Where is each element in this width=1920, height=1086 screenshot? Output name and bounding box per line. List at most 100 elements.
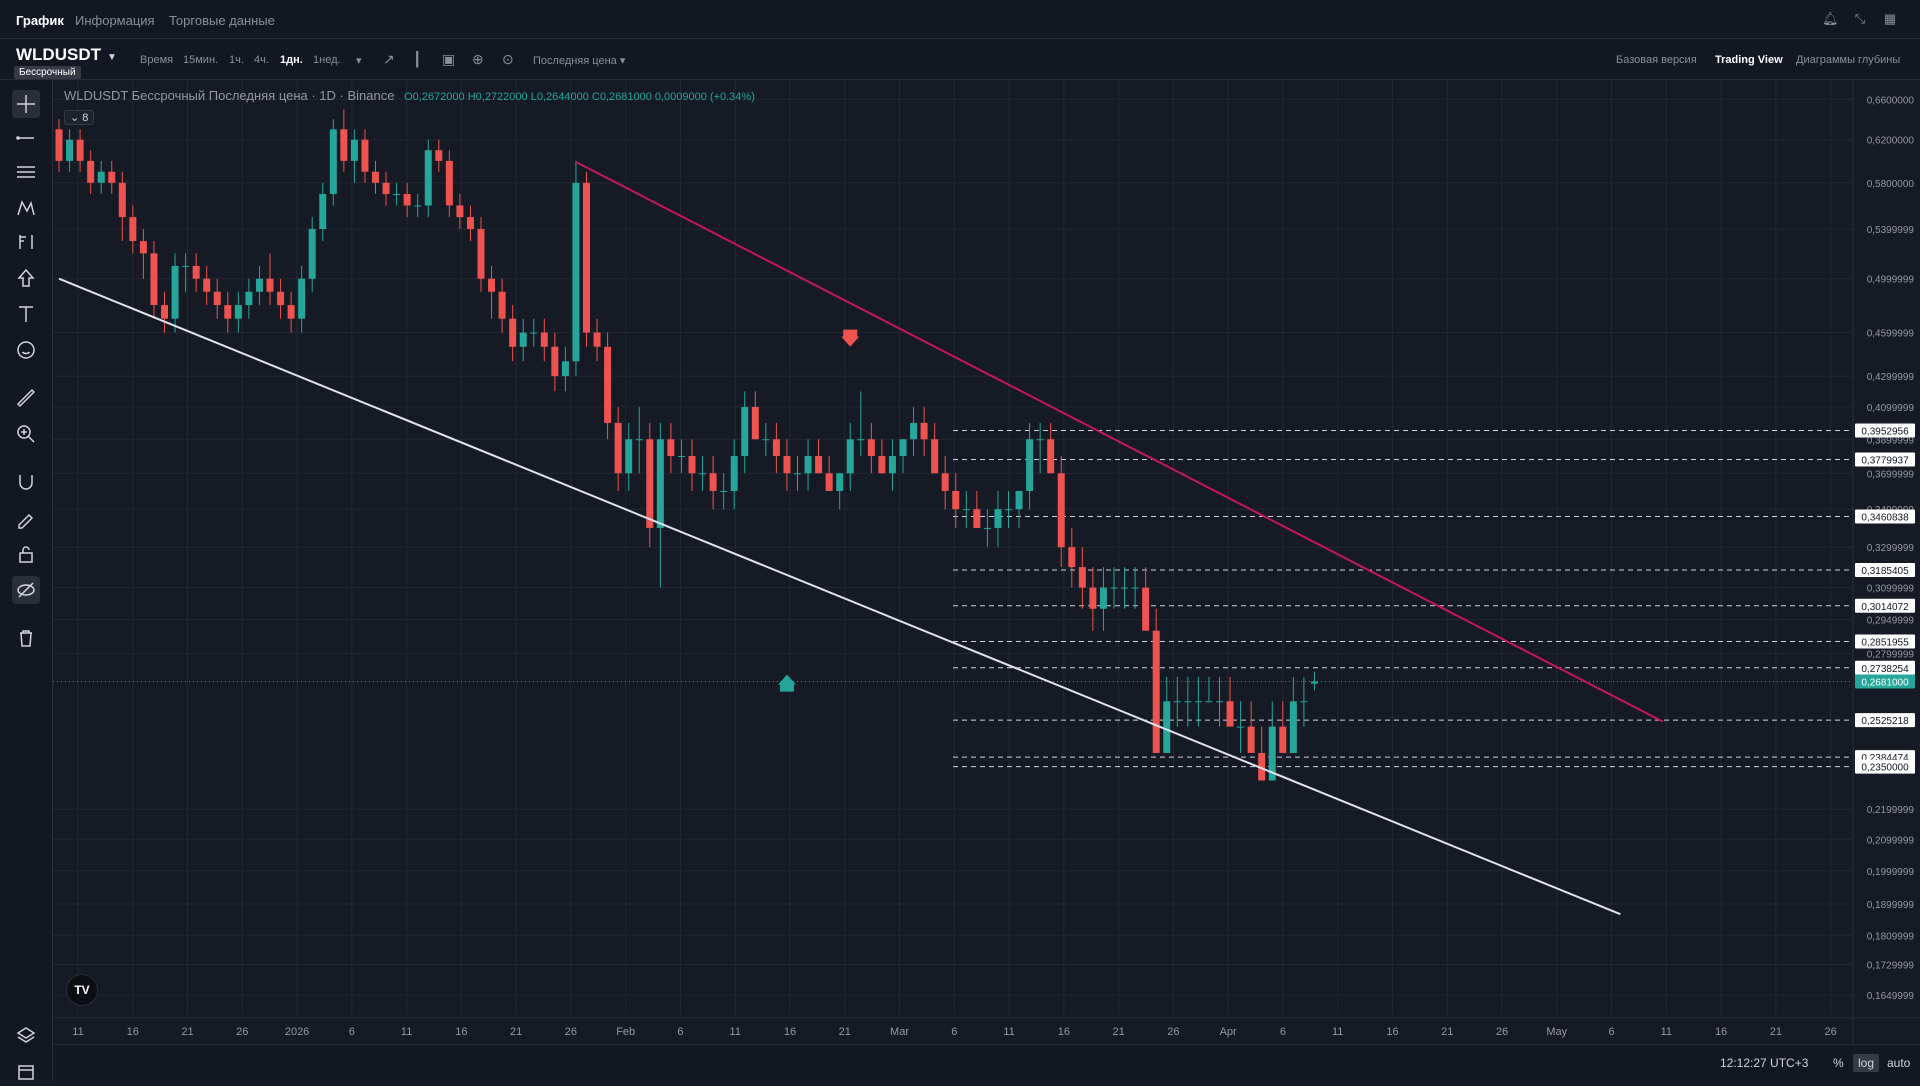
lock-icon[interactable] bbox=[12, 540, 40, 568]
candle-up bbox=[171, 265, 179, 319]
candle-down bbox=[108, 171, 116, 183]
interval-4h[interactable]: 4ч. bbox=[254, 54, 269, 66]
candle-down bbox=[203, 278, 211, 292]
interval-15m[interactable]: 15мин. bbox=[183, 54, 219, 66]
camera-icon[interactable]: ▣ bbox=[442, 51, 456, 67]
candle-up bbox=[656, 439, 664, 528]
lock-drawing-icon[interactable] bbox=[12, 504, 40, 532]
date-range-icon[interactable] bbox=[12, 1058, 40, 1086]
zoom-icon[interactable] bbox=[12, 420, 40, 448]
log-toggle[interactable]: log bbox=[1853, 1054, 1880, 1072]
x-tick-label: 21 bbox=[181, 1026, 193, 1038]
settings-icon[interactable]: ⊙ bbox=[502, 51, 514, 67]
candle-down bbox=[614, 422, 622, 474]
price-chart[interactable]: 11 16 21 26 2026 6 11 16 21 26 Feb 6 11 16 21 Mar 6 11 16 2… bbox=[53, 80, 1920, 1080]
candle-down bbox=[825, 473, 833, 491]
candle-down bbox=[192, 265, 200, 279]
fib-icon[interactable] bbox=[12, 228, 40, 256]
y-tick-label: 0,2799999 bbox=[1867, 649, 1915, 660]
trendline-icon[interactable] bbox=[12, 124, 40, 152]
view-depth[interactable]: Диаграммы глубины bbox=[1796, 54, 1901, 66]
chart-type-icon[interactable]: ┃ bbox=[413, 51, 422, 67]
x-tick-label: 26 bbox=[1824, 1026, 1836, 1038]
y-tick-label: 0,3299999 bbox=[1867, 543, 1915, 554]
indicators-icon[interactable]: ↗ bbox=[383, 51, 395, 67]
tradingview-logo: TV bbox=[66, 974, 98, 1006]
interval-1w[interactable]: 1нед. bbox=[313, 54, 341, 66]
y-tick-label: 0,5800000 bbox=[1867, 179, 1915, 190]
y-tick-label: 0,6600000 bbox=[1867, 95, 1915, 106]
tab-info[interactable]: Информация bbox=[75, 13, 155, 28]
tab-chart[interactable]: График bbox=[16, 13, 64, 28]
x-tick-label: 6 bbox=[1280, 1026, 1286, 1038]
ruler-icon[interactable] bbox=[12, 384, 40, 412]
candle-up bbox=[1131, 587, 1139, 589]
add-icon[interactable]: ⊕ bbox=[472, 51, 484, 67]
arrow-up-icon[interactable] bbox=[12, 264, 40, 292]
price-label-bg bbox=[1855, 634, 1915, 649]
price-label: 0,2384474 bbox=[1861, 753, 1909, 764]
candle-down bbox=[1247, 726, 1255, 753]
x-tick-label: 6 bbox=[349, 1026, 355, 1038]
emoji-icon[interactable] bbox=[12, 336, 40, 364]
sell-arrow-icon bbox=[841, 329, 860, 347]
candle-down bbox=[287, 305, 295, 319]
price-label: 0,3014072 bbox=[1861, 602, 1909, 613]
y-tick-label: 0,5399999 bbox=[1867, 225, 1915, 236]
interval-1h[interactable]: 1ч. bbox=[229, 54, 244, 66]
candle-down bbox=[593, 332, 601, 347]
legend-ohlc: O0,2672000 H0,2722000 L0,2644000 C0,2681… bbox=[404, 91, 755, 103]
candle-up bbox=[1110, 587, 1118, 589]
x-tick-label: 26 bbox=[565, 1026, 577, 1038]
candle-up bbox=[329, 129, 337, 195]
bell-icon[interactable]: 🔔︎ bbox=[1822, 11, 1839, 26]
interval-1d[interactable]: 1дн. bbox=[280, 54, 303, 66]
layers-icon[interactable] bbox=[12, 1022, 40, 1050]
price-label-bg bbox=[1855, 598, 1915, 613]
expand-icon[interactable]: ⤡ bbox=[1854, 11, 1866, 26]
x-tick-label: 21 bbox=[510, 1026, 522, 1038]
hide-drawings-icon[interactable] bbox=[12, 576, 40, 604]
candle-down bbox=[540, 332, 548, 347]
crosshair-icon[interactable] bbox=[12, 90, 40, 118]
candle-down bbox=[382, 182, 390, 195]
x-tick-label: 21 bbox=[1770, 1026, 1782, 1038]
trash-icon[interactable] bbox=[12, 624, 40, 652]
candle-down bbox=[646, 439, 654, 528]
tab-trading-data[interactable]: Торговые данные bbox=[169, 13, 275, 28]
chart-toolbar: WLDUSDT ▼ Бессрочный Время 15мин. 1ч. 4ч.… bbox=[0, 39, 1920, 80]
candle-up bbox=[730, 456, 738, 491]
price-label: 0,2738254 bbox=[1861, 664, 1909, 675]
price-label: 0,2681000 bbox=[1861, 677, 1909, 688]
candle-down bbox=[139, 241, 147, 254]
magnet-icon[interactable] bbox=[12, 468, 40, 496]
time-label[interactable]: Время bbox=[140, 54, 174, 66]
symbol-selector[interactable]: WLDUSDT ▼ bbox=[16, 45, 117, 65]
chevron-down-icon[interactable]: ▾ bbox=[356, 55, 362, 67]
candle-down bbox=[583, 182, 590, 333]
price-type-select[interactable]: Последняя цена ▾ bbox=[533, 54, 625, 67]
x-tick-label: 16 bbox=[1058, 1026, 1070, 1038]
candle-up bbox=[319, 194, 327, 229]
x-tick-label: 11 bbox=[1003, 1026, 1014, 1038]
view-basic[interactable]: Базовая версия bbox=[1616, 54, 1697, 66]
pattern-icon[interactable] bbox=[12, 194, 40, 222]
indicators-toggle[interactable]: ⌄ 8 bbox=[64, 110, 95, 125]
candle-up bbox=[1173, 701, 1181, 703]
text-icon[interactable] bbox=[12, 300, 40, 328]
candle-down bbox=[1226, 701, 1234, 727]
chevron-down-icon: ⌄ bbox=[70, 112, 80, 124]
y-tick-label: 0,3699999 bbox=[1867, 469, 1915, 480]
candle-down bbox=[1152, 630, 1160, 753]
grid-layout-icon[interactable]: ▦ bbox=[1883, 11, 1897, 26]
candle-down bbox=[340, 129, 348, 161]
horizontal-lines-icon[interactable] bbox=[12, 158, 40, 186]
percent-toggle[interactable]: % bbox=[1833, 1056, 1844, 1070]
auto-toggle[interactable]: auto bbox=[1887, 1056, 1911, 1070]
candle-up bbox=[1163, 701, 1171, 753]
candle-up bbox=[983, 527, 991, 529]
candle-up bbox=[1310, 681, 1318, 684]
candle-up bbox=[994, 509, 1002, 528]
candle-down bbox=[1057, 473, 1065, 548]
view-tradingview[interactable]: Trading View bbox=[1715, 54, 1783, 66]
